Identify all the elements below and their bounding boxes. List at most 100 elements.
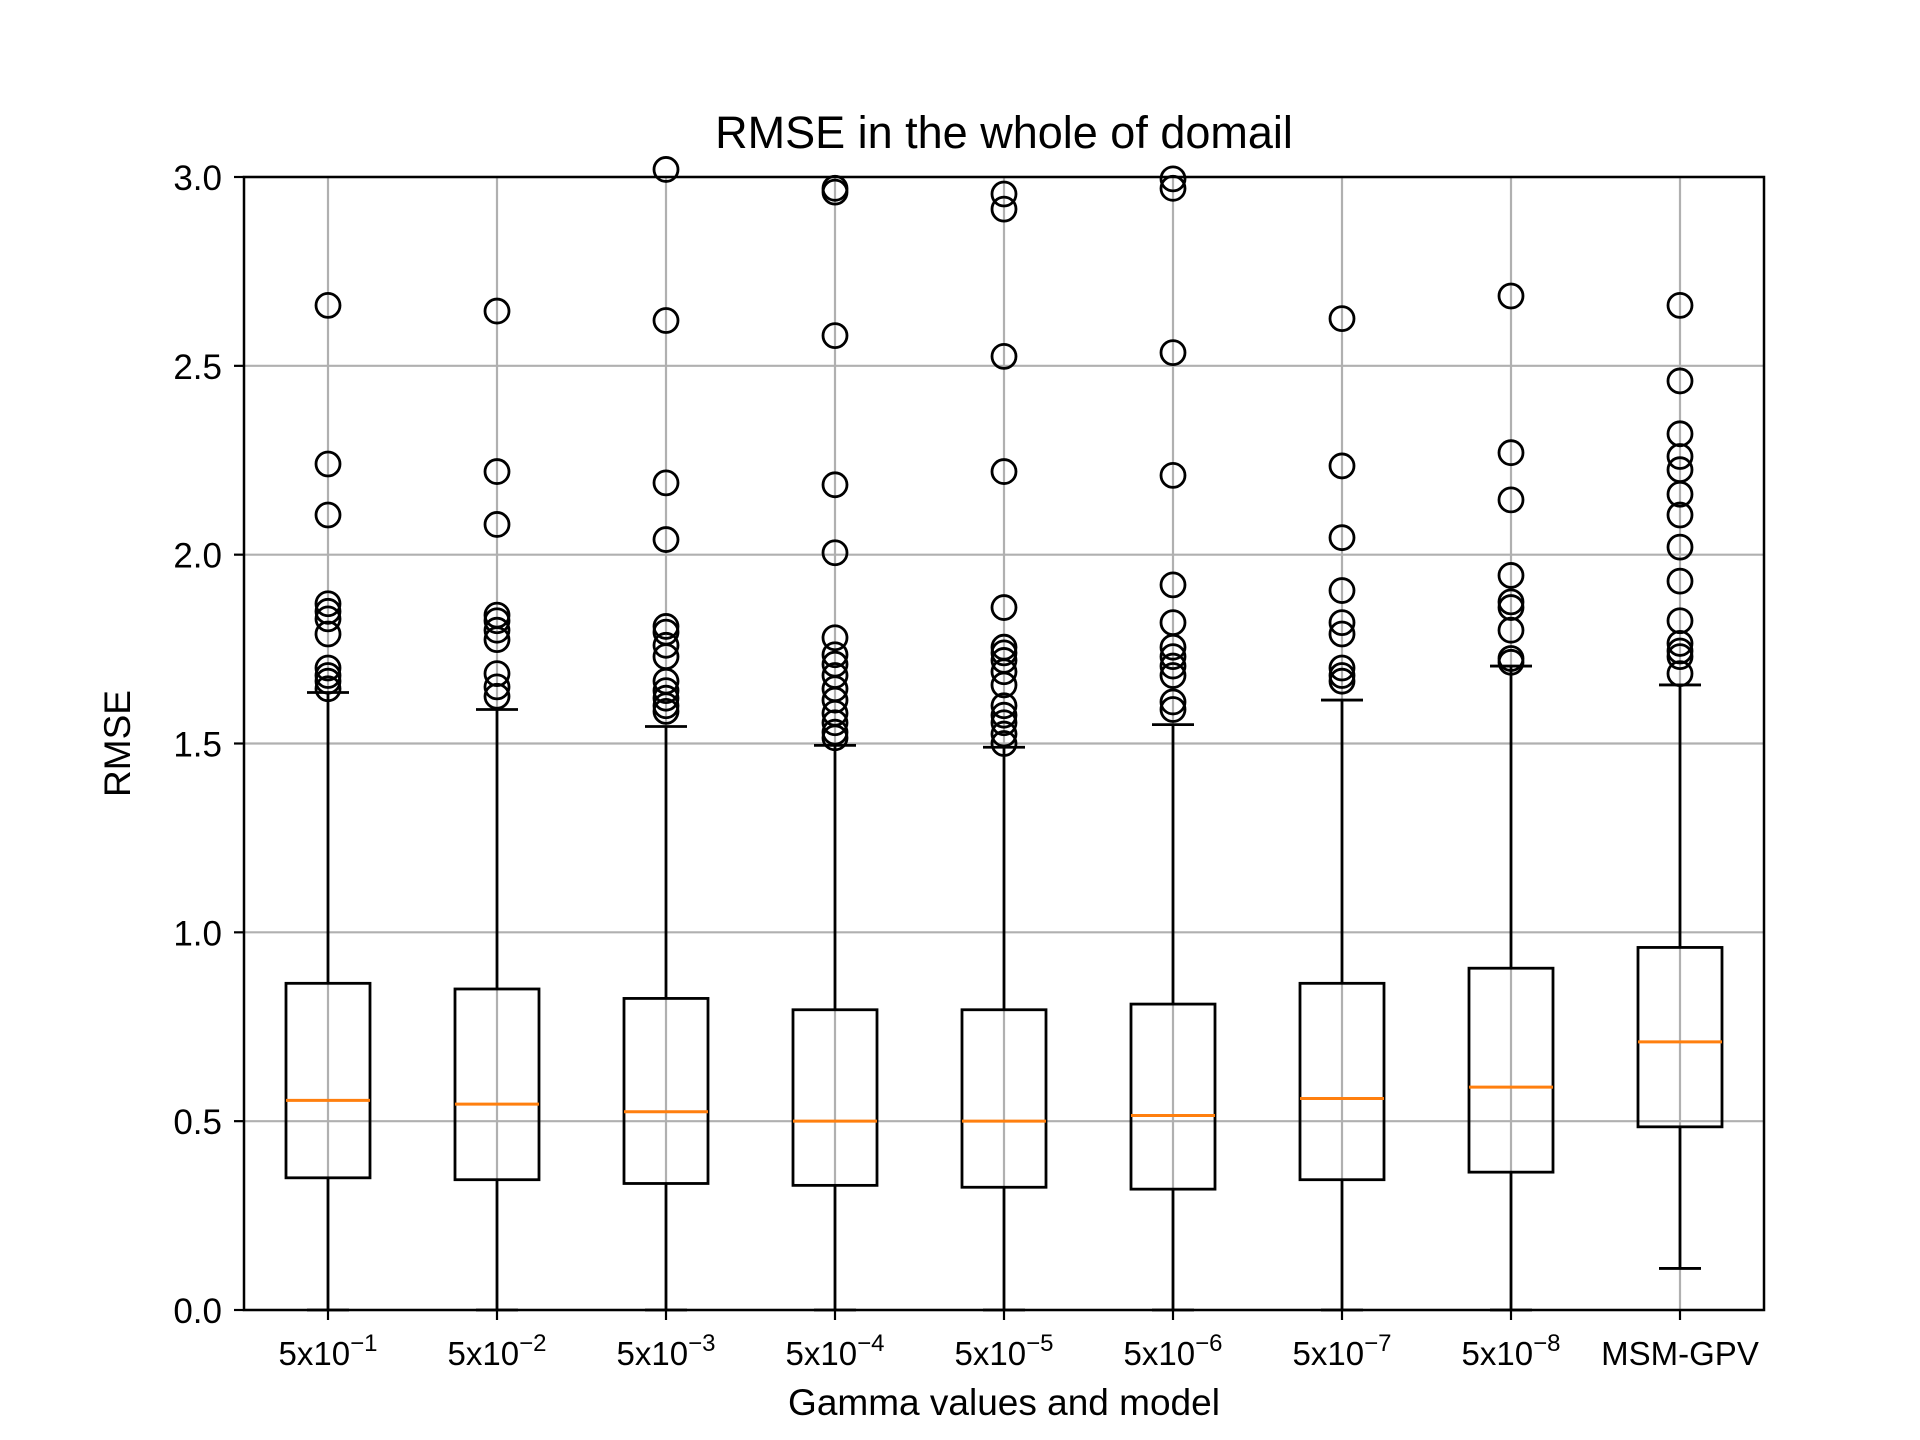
outlier-point <box>1328 667 1356 695</box>
outlier-point <box>652 697 680 725</box>
outlier-point <box>990 458 1018 485</box>
outlier-point <box>1159 662 1187 689</box>
outlier-point <box>314 667 342 695</box>
outlier-point <box>483 297 511 325</box>
x-tick-label-base: 5x10 <box>279 1335 351 1372</box>
outlier-point <box>1328 609 1356 637</box>
outlier-point <box>821 724 849 752</box>
outlier-point <box>821 471 849 499</box>
outlier-point <box>652 631 680 659</box>
x-tick-label-exponent: −6 <box>1195 1330 1222 1357</box>
y-tick-label: 2.5 <box>173 348 222 387</box>
outlier-point <box>990 594 1018 621</box>
box-body <box>791 1008 879 1187</box>
y-tick-label: 3.0 <box>173 159 222 198</box>
outlier-point <box>1666 367 1694 395</box>
outlier-point <box>1328 620 1356 648</box>
outlier-point <box>652 156 680 183</box>
outlier-point <box>1159 652 1187 680</box>
x-tick-label: 5x10−1 <box>279 1330 378 1372</box>
outlier-point <box>1666 630 1694 657</box>
x-tick-label-base: 5x10 <box>786 1335 858 1372</box>
outlier-point <box>1666 480 1694 508</box>
y-tick-label: 0.0 <box>173 1292 222 1331</box>
box-body <box>1467 966 1555 1174</box>
outlier-point <box>990 639 1018 667</box>
x-tick-label: 5x10−7 <box>1293 1330 1392 1372</box>
outlier-point <box>990 195 1018 223</box>
outlier-point <box>990 720 1018 748</box>
outlier-point <box>1328 524 1356 552</box>
outlier-point <box>314 654 342 682</box>
outlier-point <box>1159 339 1187 367</box>
outlier-point <box>483 607 511 635</box>
y-tick-label: 1.0 <box>173 914 222 953</box>
x-tick-label-exponent: −7 <box>1364 1330 1391 1357</box>
x-tick-label: 5x10−3 <box>617 1330 716 1372</box>
box-body <box>1636 946 1724 1129</box>
outlier-point <box>652 469 680 497</box>
x-tick-label: 5x10−8 <box>1462 1330 1561 1372</box>
outlier-point <box>314 450 342 478</box>
outlier-point <box>1497 439 1525 467</box>
box-body <box>284 981 372 1180</box>
outlier-point <box>990 658 1018 686</box>
chart-title: RMSE in the whole of domail <box>715 107 1293 158</box>
y-tick-label: 1.5 <box>173 726 222 765</box>
x-tick-label-base: 5x10 <box>448 1335 520 1372</box>
outlier-point <box>314 590 342 618</box>
outlier-point <box>1666 443 1694 470</box>
outlier-point <box>483 458 511 485</box>
outlier-point <box>1328 305 1356 333</box>
outlier-point <box>652 526 680 553</box>
outlier-point <box>1666 533 1694 561</box>
box-5 <box>960 180 1048 1312</box>
outlier-point <box>314 675 342 703</box>
outlier-point <box>1497 648 1525 676</box>
x-tick-label-exponent: −1 <box>350 1330 377 1357</box>
outlier-point <box>1159 165 1187 193</box>
outlier-point <box>483 511 511 538</box>
outlier-point <box>821 178 849 206</box>
outlier-point <box>990 701 1018 729</box>
box-3 <box>622 156 710 1312</box>
outlier-point <box>1497 616 1525 644</box>
x-tick-label-base: 5x10 <box>1124 1335 1196 1372</box>
outlier-point <box>652 307 680 334</box>
boxes <box>284 156 1724 1312</box>
x-tick-label-base: 5x10 <box>1462 1335 1534 1372</box>
outlier-point <box>1497 282 1525 310</box>
x-tick-label: MSM-GPV <box>1601 1335 1759 1372</box>
outlier-point <box>1328 577 1356 604</box>
y-tick-label: 0.5 <box>173 1103 222 1142</box>
outlier-point <box>1328 452 1356 480</box>
x-tick-label-exponent: −5 <box>1026 1330 1053 1357</box>
outlier-point <box>1159 461 1187 489</box>
outlier-point <box>1666 292 1694 319</box>
x-tick-label-exponent: −3 <box>688 1330 715 1357</box>
outlier-point <box>821 539 849 567</box>
box-body <box>622 997 710 1185</box>
outlier-point <box>1497 486 1525 514</box>
x-tick-label: 5x10−2 <box>448 1330 547 1372</box>
outlier-point <box>821 709 849 737</box>
box-body <box>1129 1002 1217 1191</box>
x-tick-label-base: 5x10 <box>955 1335 1027 1372</box>
x-tick-label-base: MSM-GPV <box>1601 1335 1759 1372</box>
y-tick-label: 2.0 <box>173 537 222 576</box>
outlier-point <box>314 620 342 648</box>
outlier-point <box>1159 643 1187 671</box>
outlier-point <box>483 682 511 710</box>
y-axis-ticks: 0.0 0.5 1.0 1.5 2.0 2.5 3.0 <box>173 159 244 1331</box>
x-tick-label: 5x10−5 <box>955 1330 1054 1372</box>
outlier-point <box>314 292 342 319</box>
x-tick-label: 5x10−6 <box>1124 1330 1223 1372</box>
outlier-point <box>1159 633 1187 661</box>
x-tick-label: 5x10−4 <box>786 1330 885 1372</box>
outlier-point <box>1159 688 1187 716</box>
outlier-point <box>821 624 849 652</box>
outlier-point <box>652 684 680 712</box>
